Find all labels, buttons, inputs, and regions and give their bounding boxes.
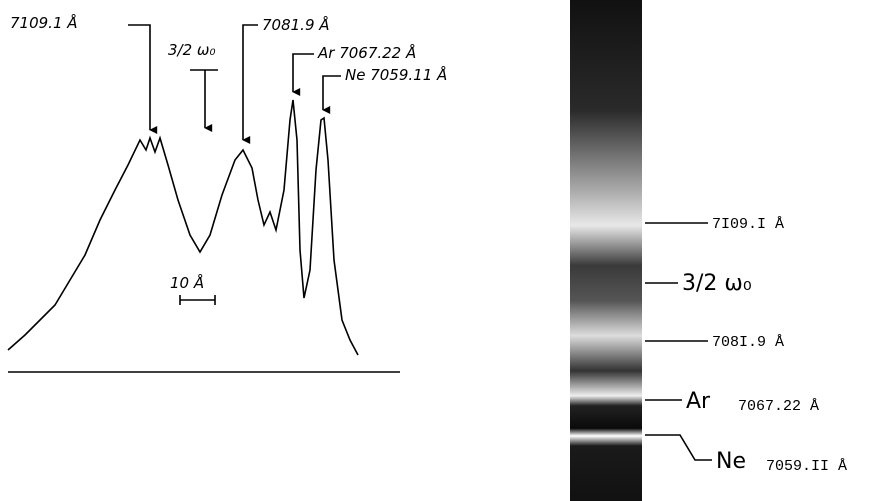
arrow: [292, 53, 314, 96]
element-label: Ar: [686, 389, 711, 414]
line-label: 7I09.I Å: [712, 216, 784, 233]
spectrogram-strip: [570, 0, 642, 501]
peak-label: Ne 7059.11 Å: [345, 65, 447, 84]
line-label: 708I.9 Å: [712, 334, 784, 351]
arrow: [128, 24, 158, 134]
line-label: 7067.22 Å: [738, 398, 819, 415]
element-label: Ne: [716, 449, 746, 474]
peak-label: 7081.9 Å: [262, 15, 330, 34]
line-label: 7059.II Å: [766, 458, 847, 475]
spectrogram: 7I09.I Å 3/2 ω₀ 708I.9 Å Ar 7067.22 Å Ne…: [570, 0, 847, 501]
peak-label: 7109.1 Å: [10, 13, 78, 32]
leader: [645, 434, 712, 461]
peak-label: 3/2 ω₀: [168, 41, 215, 59]
spectrum: 7109.1 Å 3/2 ω₀ 7081.9 Å Ar 7067.22 Å Ne…: [7, 13, 447, 373]
arrow: [322, 75, 341, 114]
spectrum-curve: [7, 99, 359, 356]
arrow: [242, 24, 258, 144]
line-label: 3/2 ω₀: [682, 271, 752, 296]
scale-label: 10 Å: [170, 273, 204, 292]
peak-label: Ar 7067.22 Å: [317, 43, 416, 62]
